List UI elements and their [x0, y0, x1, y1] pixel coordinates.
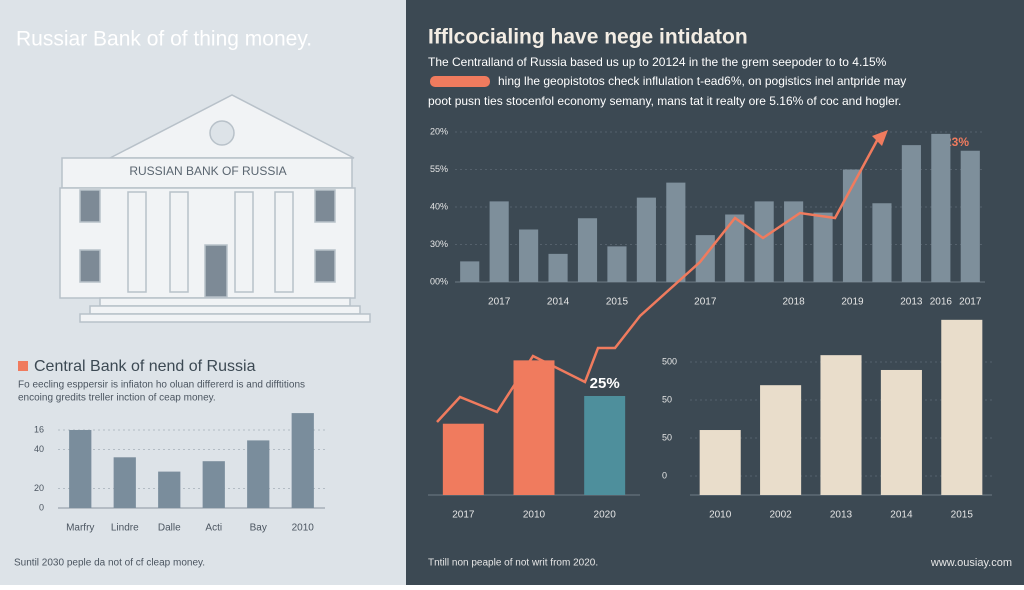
bar [158, 471, 181, 508]
bar [960, 150, 980, 282]
building-sign: RUSSIAN BANK OF RUSSIA [129, 164, 286, 178]
bar [489, 201, 509, 282]
bar [699, 430, 741, 495]
bar [636, 197, 656, 282]
bar [872, 203, 892, 282]
x-tick-label: 2016 [930, 297, 953, 308]
bar [813, 212, 833, 282]
bar [513, 360, 555, 495]
y-tick-label: 40 [34, 444, 44, 454]
x-tick-label: 2017 [452, 510, 475, 521]
bar [880, 369, 922, 495]
bar [69, 430, 92, 508]
x-tick-label: 2015 [951, 510, 974, 521]
x-tick-label: 2017 [959, 297, 982, 308]
y-tick-label: 0 [39, 502, 44, 512]
bar [442, 423, 484, 495]
x-tick-label: 2020 [594, 510, 617, 521]
x-tick-label: 2014 [890, 510, 913, 521]
right-line: hing lhe geopistotos check influlation t… [498, 74, 906, 88]
y-tick-label: 500 [662, 356, 677, 366]
bar [754, 201, 774, 282]
trend-line [436, 134, 882, 423]
section-title: Central Bank of nend of Russia [34, 358, 256, 375]
trend-arrow [872, 130, 888, 146]
x-tick-label: 2002 [769, 510, 792, 521]
section-marker [18, 361, 28, 371]
bar [460, 261, 480, 282]
right-title: Ifflcocialing have nege intidaton [428, 26, 748, 49]
bar [202, 461, 225, 508]
y-tick-label: 20 [34, 483, 44, 493]
y-tick-label: 20% [430, 126, 448, 136]
bar [584, 396, 626, 495]
annotation: 23% [945, 135, 969, 149]
bar [760, 385, 802, 495]
x-tick-label: Dalle [158, 523, 181, 534]
y-tick-label: 40% [430, 201, 448, 211]
bar [291, 413, 314, 508]
left-footer: Suntil 2030 peple da not of cf cleap mon… [14, 558, 205, 569]
x-tick-label: 2013 [830, 510, 853, 521]
x-tick-label: 2015 [606, 297, 629, 308]
x-tick-label: 2010 [709, 510, 732, 521]
right-line: poot pusn ties stocenfol economy semany,… [428, 94, 901, 108]
bar [607, 246, 627, 282]
bar [113, 457, 136, 508]
section-line: encoing gredits treller inction of ceap … [18, 393, 216, 404]
right-footer: Tntill non peaple of not writ from 2020. [428, 558, 598, 569]
bar [666, 182, 686, 282]
y-tick-label: 16 [34, 424, 44, 434]
x-tick-label: 2017 [694, 297, 717, 308]
x-tick-label: 2019 [841, 297, 864, 308]
bar [247, 440, 270, 508]
highlight-pill [430, 76, 490, 87]
section-line: Fo eecling esppersir is infiaton ho olua… [18, 380, 305, 391]
x-tick-label: 2017 [488, 297, 511, 308]
website: www.ousiay.com [930, 557, 1012, 569]
bank-building [59, 94, 371, 323]
left-title: Russiar Bank of of thing money. [16, 28, 312, 51]
bar [577, 218, 598, 282]
x-tick-label: Lindre [111, 523, 139, 534]
x-tick-label: 2010 [523, 510, 546, 521]
y-tick-label: 50 [662, 432, 672, 442]
y-tick-label: 00% [430, 276, 448, 286]
bar [548, 253, 568, 282]
bar [941, 319, 983, 495]
x-tick-label: 2018 [782, 297, 805, 308]
x-tick-label: Acti [205, 523, 222, 534]
x-tick-label: Bay [250, 523, 267, 534]
x-tick-label: 2010 [292, 523, 315, 534]
x-tick-label: 2013 [900, 297, 923, 308]
y-tick-label: 0 [662, 470, 667, 480]
right-line: The Centralland of Russia based us up to… [428, 55, 887, 69]
bar [695, 235, 715, 282]
y-tick-label: 30% [430, 239, 448, 249]
bar [519, 229, 539, 282]
bar [725, 214, 745, 282]
bar [931, 133, 951, 282]
x-tick-label: 2014 [547, 297, 570, 308]
x-tick-label: Marfry [66, 523, 94, 534]
y-tick-label: 55% [430, 164, 448, 174]
bar [820, 355, 862, 495]
bar [842, 169, 863, 282]
y-tick-label: 50 [662, 394, 672, 404]
bar [901, 145, 921, 282]
value-label: 25% [590, 375, 620, 392]
